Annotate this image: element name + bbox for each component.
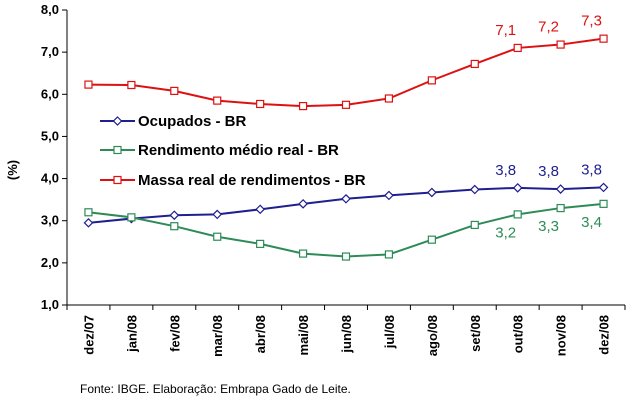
axes: 1,0 2,0 3,0 4,0 5,0 6,0 7,0 8,0 dez/07 jan/08 fev/… (41, 2, 626, 357)
data-point (256, 239, 265, 248)
data-point (470, 220, 479, 230)
data-point (426, 187, 437, 198)
data-point (298, 249, 308, 258)
data-point (384, 250, 394, 259)
data-point (556, 40, 565, 49)
series-layer: 3,8 3,8 3,8 3,2 3,3 3,4 7,1 7,2 7,3 (83, 13, 609, 261)
x-tick-label: dez/08 (597, 315, 612, 355)
data-point (598, 182, 609, 193)
y-tick-label: 2,0 (41, 255, 59, 270)
data-point (341, 252, 351, 261)
legend: Ocupados - BR Rendimento médio real - BR M… (100, 113, 366, 189)
y-tick-label: 5,0 (41, 128, 59, 143)
data-point (341, 100, 351, 109)
legend-label: Massa real de rendimentos - BR (138, 172, 366, 189)
source-note: Fonte: IBGE. Elaboração: Embrapa Gado de… (80, 382, 351, 396)
legend-item-3: Massa real de rendimentos - BR (100, 172, 366, 189)
data-point (298, 101, 308, 111)
data-point (555, 184, 566, 194)
data-point (84, 80, 93, 89)
x-tick-label: jun/08 (339, 315, 354, 354)
y-tick-label: 3,0 (41, 213, 59, 228)
data-label: 7,3 (581, 13, 602, 30)
data-label: 3,8 (538, 163, 559, 180)
x-tick-label: set/08 (468, 315, 483, 352)
data-point (127, 213, 136, 222)
data-point (83, 217, 94, 228)
x-tick-label: jul/08 (382, 315, 397, 349)
series-1: 3,8 3,8 3,8 (83, 161, 609, 228)
x-tick-label: abr/08 (253, 315, 268, 353)
data-point (298, 199, 308, 209)
data-point (427, 235, 436, 244)
series-3: 7,1 7,2 7,3 (84, 13, 608, 111)
y-tick-label: 1,0 (41, 297, 59, 312)
x-tick-label: nov/08 (554, 315, 569, 356)
data-label: 7,1 (495, 22, 516, 39)
data-point (384, 94, 394, 103)
data-label: 3,2 (495, 224, 516, 241)
data-point (512, 182, 523, 193)
x-tick-label: jan/08 (124, 315, 139, 353)
x-tick-label: mar/08 (210, 315, 225, 357)
x-tick-label: dez/07 (81, 315, 96, 355)
data-point (169, 210, 180, 221)
legend-item-1: Ocupados - BR (100, 113, 247, 130)
data-point (341, 193, 351, 204)
data-point (427, 76, 436, 85)
legend-label: Ocupados - BR (138, 113, 247, 130)
data-point (599, 199, 608, 208)
data-point (556, 203, 565, 213)
data-point (470, 59, 479, 69)
data-point (384, 190, 394, 201)
series-line (88, 37, 604, 108)
legend-swatch-marker (113, 175, 122, 185)
data-label: 3,4 (581, 214, 602, 231)
legend-swatch-marker (113, 145, 122, 155)
data-point (513, 43, 522, 53)
y-tick-label: 7,0 (41, 44, 59, 59)
y-axis-label: (%) (5, 160, 20, 180)
data-point (84, 208, 93, 217)
data-point (256, 99, 265, 109)
data-point (255, 204, 266, 215)
x-tick-label: fev/08 (167, 315, 182, 352)
y-tick-label: 4,0 (41, 171, 59, 186)
data-point (170, 222, 179, 231)
series-line (88, 186, 604, 224)
data-point (469, 184, 480, 195)
data-label: 3,8 (495, 162, 516, 179)
data-point (212, 209, 223, 220)
y-tick-label: 6,0 (41, 86, 59, 101)
series-2: 3,2 3,3 3,4 (84, 199, 608, 261)
data-point (599, 34, 608, 43)
x-tick-label: out/08 (511, 315, 526, 353)
legend-label: Rendimento médio real - BR (138, 142, 339, 159)
data-point (213, 232, 222, 241)
x-tick-label: ago/08 (425, 315, 440, 356)
x-tick-label: mai/08 (296, 315, 311, 355)
legend-swatch-marker (112, 116, 123, 126)
data-label: 3,8 (581, 161, 602, 178)
legend-item-2: Rendimento médio real - BR (100, 142, 339, 159)
data-label: 7,2 (538, 19, 559, 36)
data-point (127, 80, 136, 90)
y-tick-label: 8,0 (41, 2, 59, 17)
data-point (170, 86, 179, 96)
data-label: 3,3 (538, 218, 559, 235)
data-point (513, 210, 522, 219)
series-line (88, 202, 604, 258)
data-point (213, 96, 222, 105)
